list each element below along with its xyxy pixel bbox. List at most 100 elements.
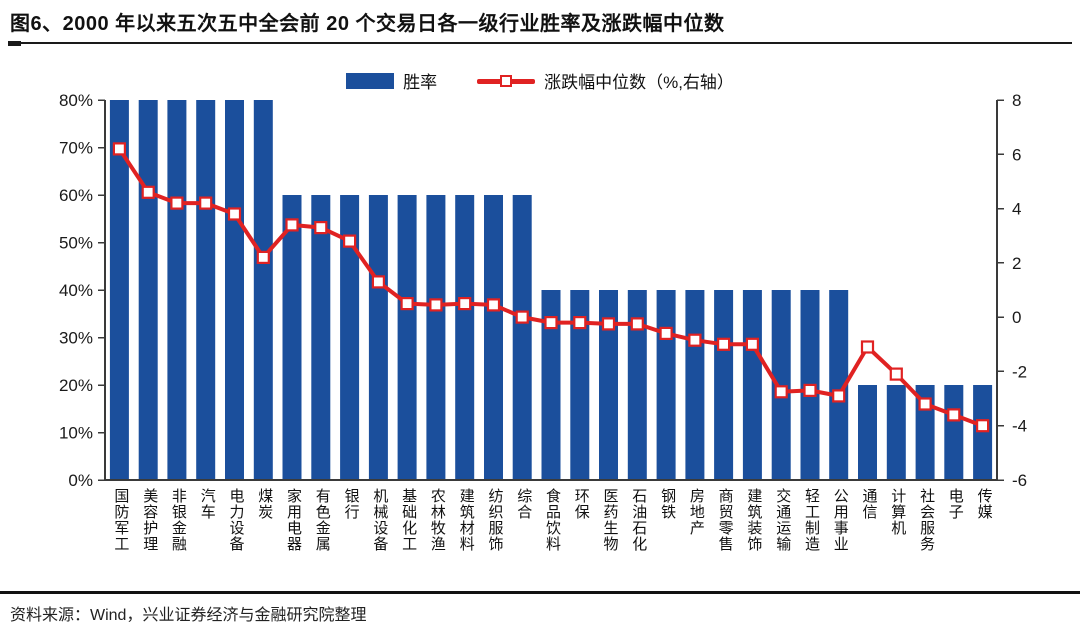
x-axis-label: 汽车 xyxy=(198,488,216,520)
median-change-marker xyxy=(199,196,213,210)
x-axis-label: 综合 xyxy=(515,488,533,520)
median-change-marker xyxy=(803,383,817,397)
left-axis-tick-label: 70% xyxy=(59,139,93,158)
median-change-marker xyxy=(429,298,443,312)
median-change-marker xyxy=(314,221,328,235)
right-axis-tick-label: 0 xyxy=(1012,308,1021,327)
x-axis-label: 建筑装饰 xyxy=(745,488,763,552)
win-rate-bar xyxy=(455,195,475,480)
title-rule xyxy=(8,42,1072,44)
x-axis-label: 食品饮料 xyxy=(544,488,561,552)
x-axis-label: 轻工制造 xyxy=(803,488,820,552)
x-axis-label: 交通运输 xyxy=(774,488,792,552)
legend-square-marker-icon xyxy=(500,74,513,87)
win-rate-bar xyxy=(282,195,302,480)
win-rate-bar xyxy=(742,290,762,480)
median-change-marker xyxy=(975,419,990,433)
win-rate-bar xyxy=(311,195,331,480)
x-axis-label: 机械设备 xyxy=(371,488,389,552)
median-change-marker xyxy=(832,389,846,403)
win-rate-bar xyxy=(829,290,849,480)
win-rate-bar xyxy=(973,385,993,480)
median-change-marker xyxy=(400,297,414,311)
x-axis-label: 电子 xyxy=(946,488,964,520)
x-axis-label: 环保 xyxy=(572,488,590,520)
median-change-marker xyxy=(227,207,242,221)
left-axis-tick-label: 10% xyxy=(59,424,93,443)
median-change-marker xyxy=(601,317,616,331)
median-change-marker xyxy=(745,337,760,351)
win-rate-bar xyxy=(685,290,705,480)
x-axis-label: 建筑材料 xyxy=(457,488,475,552)
median-change-legend-line xyxy=(477,74,536,88)
win-rate-bar xyxy=(253,100,273,480)
right-axis-tick-label: -2 xyxy=(1012,362,1027,381)
x-axis-labels: 国防军工 美容护理 非银金融 汽车 电力设备 煤炭 家用电器 有色金属 银行 机械设备 基础化工 农林… xyxy=(0,488,1080,588)
source-note: 资料来源：Wind，兴业证券经济与金融研究院整理 xyxy=(10,607,367,624)
x-axis-label: 美容护理 xyxy=(141,488,159,552)
median-change-marker xyxy=(458,297,472,311)
right-axis-tick-label: 8 xyxy=(1012,91,1021,110)
win-rate-bar xyxy=(484,195,503,480)
win-rate-bar xyxy=(109,100,129,480)
win-rate-bar xyxy=(599,290,618,480)
x-axis-label: 有色金属 xyxy=(313,488,331,552)
x-axis-label: 银行 xyxy=(342,488,360,520)
median-change-marker xyxy=(141,185,155,199)
median-change-marker xyxy=(947,408,961,422)
win-rate-legend-label: 胜率 xyxy=(403,73,438,92)
left-axis-tick-label: 0% xyxy=(68,471,93,490)
median-change-marker xyxy=(688,333,702,347)
legend-item-median-change: 涨跌幅中位数（%,右轴） xyxy=(477,68,734,93)
x-axis-label: 计算机 xyxy=(889,488,907,536)
x-axis-label: 农林牧渔 xyxy=(428,488,446,552)
median-change-marker xyxy=(515,310,529,324)
x-axis-label: 医药生物 xyxy=(601,488,619,552)
win-rate-bar xyxy=(138,100,158,480)
x-axis-label: 国防军工 xyxy=(112,488,130,552)
win-rate-bar xyxy=(368,195,388,480)
figure-title: 图6、2000 年以来五次五中全会前 20 个交易日各一级行业胜率及涨跌幅中位数 xyxy=(10,13,725,35)
win-rate-bar xyxy=(196,100,216,480)
right-axis-tick-label: 4 xyxy=(1012,200,1021,219)
chart-canvas: 0% 10% 20% 30% 40% 50% 60% 70% 80% -6 -4 -2 0 2 4 6 8 xyxy=(59,91,1027,490)
median-change-marker xyxy=(659,326,673,340)
title-rule-nub xyxy=(8,41,21,46)
win-rate-bar xyxy=(771,290,791,480)
x-axis-label: 传媒 xyxy=(975,488,993,520)
win-rate-bar xyxy=(886,385,906,480)
left-axis-tick-label: 40% xyxy=(59,281,93,300)
median-change-legend-label: 涨跌幅中位数（%,右轴） xyxy=(544,73,734,92)
win-rate-bar xyxy=(426,195,446,480)
chart-legend: 胜率 涨跌幅中位数（%,右轴） xyxy=(0,68,1080,93)
median-change-marker xyxy=(285,218,299,232)
x-axis-label: 非银金融 xyxy=(169,488,187,552)
left-axis-tick-label: 60% xyxy=(59,186,93,205)
win-rate-bar xyxy=(397,195,417,480)
x-axis-label: 基础化工 xyxy=(400,488,418,552)
x-axis-label: 石油石化 xyxy=(630,488,648,552)
win-rate-bar xyxy=(858,385,877,480)
legend-item-win-rate: 胜率 xyxy=(346,68,437,93)
x-axis-label: 公用事业 xyxy=(831,488,849,552)
median-change-marker xyxy=(918,397,932,411)
right-axis-tick-label: 6 xyxy=(1012,145,1021,164)
win-rate-bar xyxy=(627,290,647,480)
median-change-marker xyxy=(716,337,731,351)
x-axis-label: 电力设备 xyxy=(227,488,245,552)
win-rate-bar xyxy=(541,290,561,480)
win-rate-bar xyxy=(570,290,590,480)
right-axis-tick-label: -6 xyxy=(1012,471,1027,490)
median-change-marker xyxy=(889,367,903,381)
median-change-marker xyxy=(860,340,875,354)
x-axis-label: 商贸零售 xyxy=(716,488,734,552)
median-change-marker xyxy=(774,385,788,399)
win-rate-legend-swatch xyxy=(346,72,395,89)
left-axis-tick-label: 50% xyxy=(59,234,93,253)
win-rate-bar xyxy=(512,195,532,480)
win-rate-bar xyxy=(714,290,734,480)
win-rate-bar xyxy=(225,100,244,480)
x-axis-label: 煤炭 xyxy=(256,488,274,520)
x-axis-label: 社会服务 xyxy=(918,488,936,552)
median-change-marker xyxy=(256,250,270,264)
